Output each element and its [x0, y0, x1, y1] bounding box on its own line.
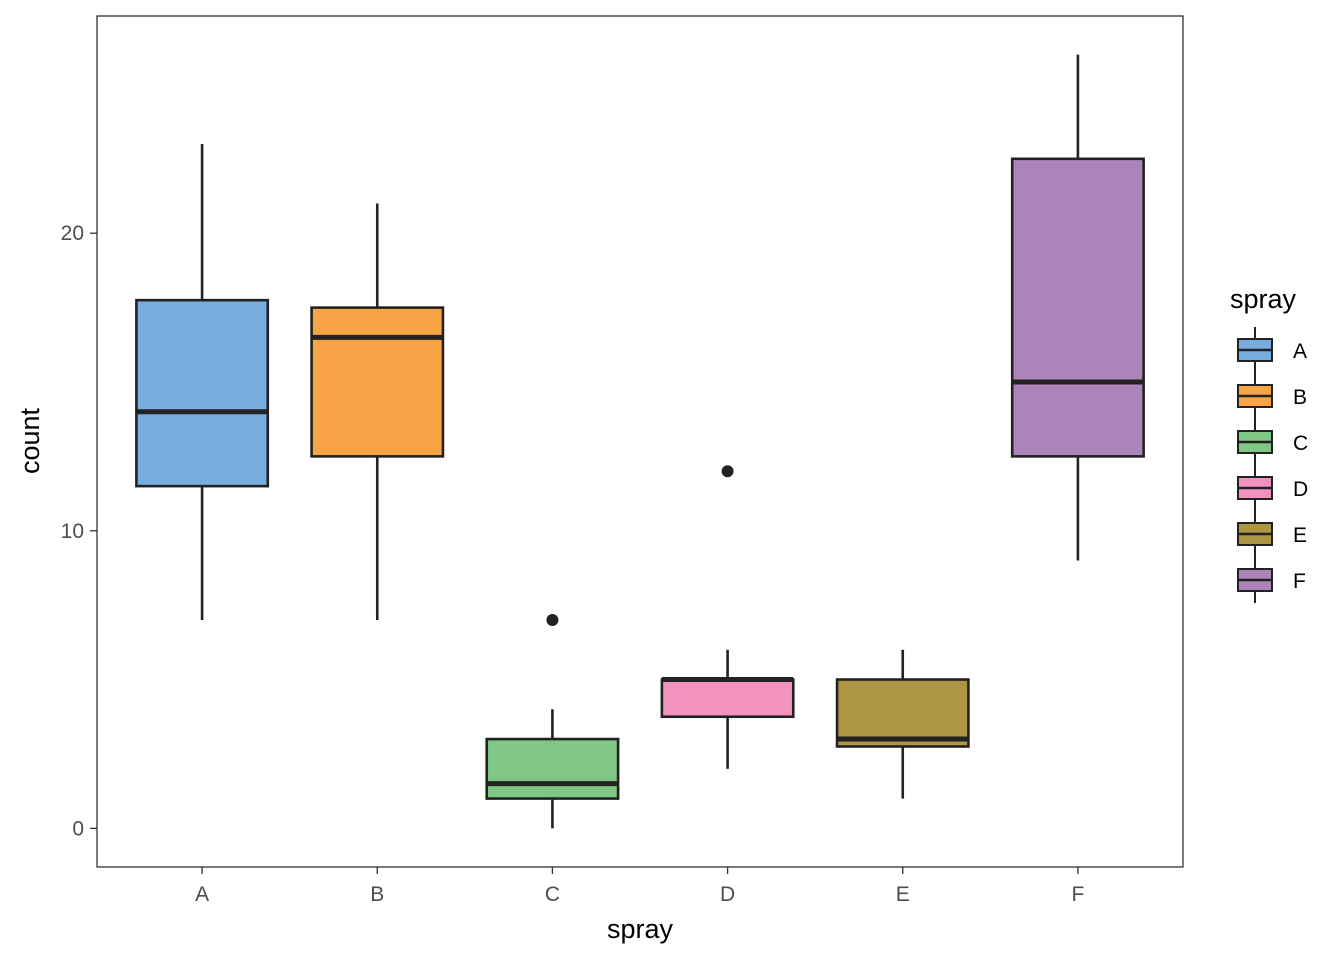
x-tick-label: A — [195, 883, 209, 906]
box-C — [485, 614, 620, 829]
legend-item-A: A — [1237, 327, 1307, 373]
y-tick-label: 0 — [72, 817, 84, 840]
box-A — [135, 143, 270, 621]
outlier-point — [546, 614, 559, 627]
x-axis-title: spray — [607, 914, 674, 944]
y-tick-label: 20 — [61, 222, 84, 245]
box-E — [835, 649, 970, 799]
legend-item-C: C — [1237, 419, 1308, 465]
legend-label: E — [1293, 524, 1307, 547]
box-body — [485, 737, 620, 800]
legend-item-B: B — [1237, 373, 1307, 419]
x-tick-label: B — [370, 883, 384, 906]
box-F — [1010, 54, 1145, 561]
box-body — [835, 678, 970, 748]
plot-panel-border — [96, 15, 1184, 868]
y-tick-label: 10 — [61, 520, 84, 543]
legend-label: F — [1293, 570, 1306, 593]
outlier-point — [721, 465, 734, 478]
legend-label: D — [1293, 478, 1308, 501]
x-tick-label: F — [1071, 883, 1084, 906]
legend-item-F: F — [1237, 557, 1306, 603]
legend-item-D: D — [1237, 465, 1308, 511]
legend-label: A — [1293, 340, 1307, 363]
box-body — [135, 298, 270, 488]
box-B — [310, 203, 445, 621]
box-body — [660, 678, 795, 719]
y-axis-title: count — [15, 407, 45, 474]
legend-label: B — [1293, 386, 1307, 409]
box-body — [1010, 157, 1145, 458]
box-body — [310, 306, 445, 458]
x-tick-label: D — [720, 883, 735, 906]
plot-area — [135, 54, 1145, 829]
x-axis: A B C D E F — [195, 867, 1084, 906]
x-tick-label: C — [545, 883, 560, 906]
legend-title: spray — [1230, 284, 1297, 314]
legend-label: C — [1293, 432, 1308, 455]
y-axis: 0 10 20 — [61, 222, 97, 840]
x-tick-label: E — [896, 883, 910, 906]
box-D — [660, 465, 795, 769]
legend-item-E: E — [1237, 511, 1307, 557]
